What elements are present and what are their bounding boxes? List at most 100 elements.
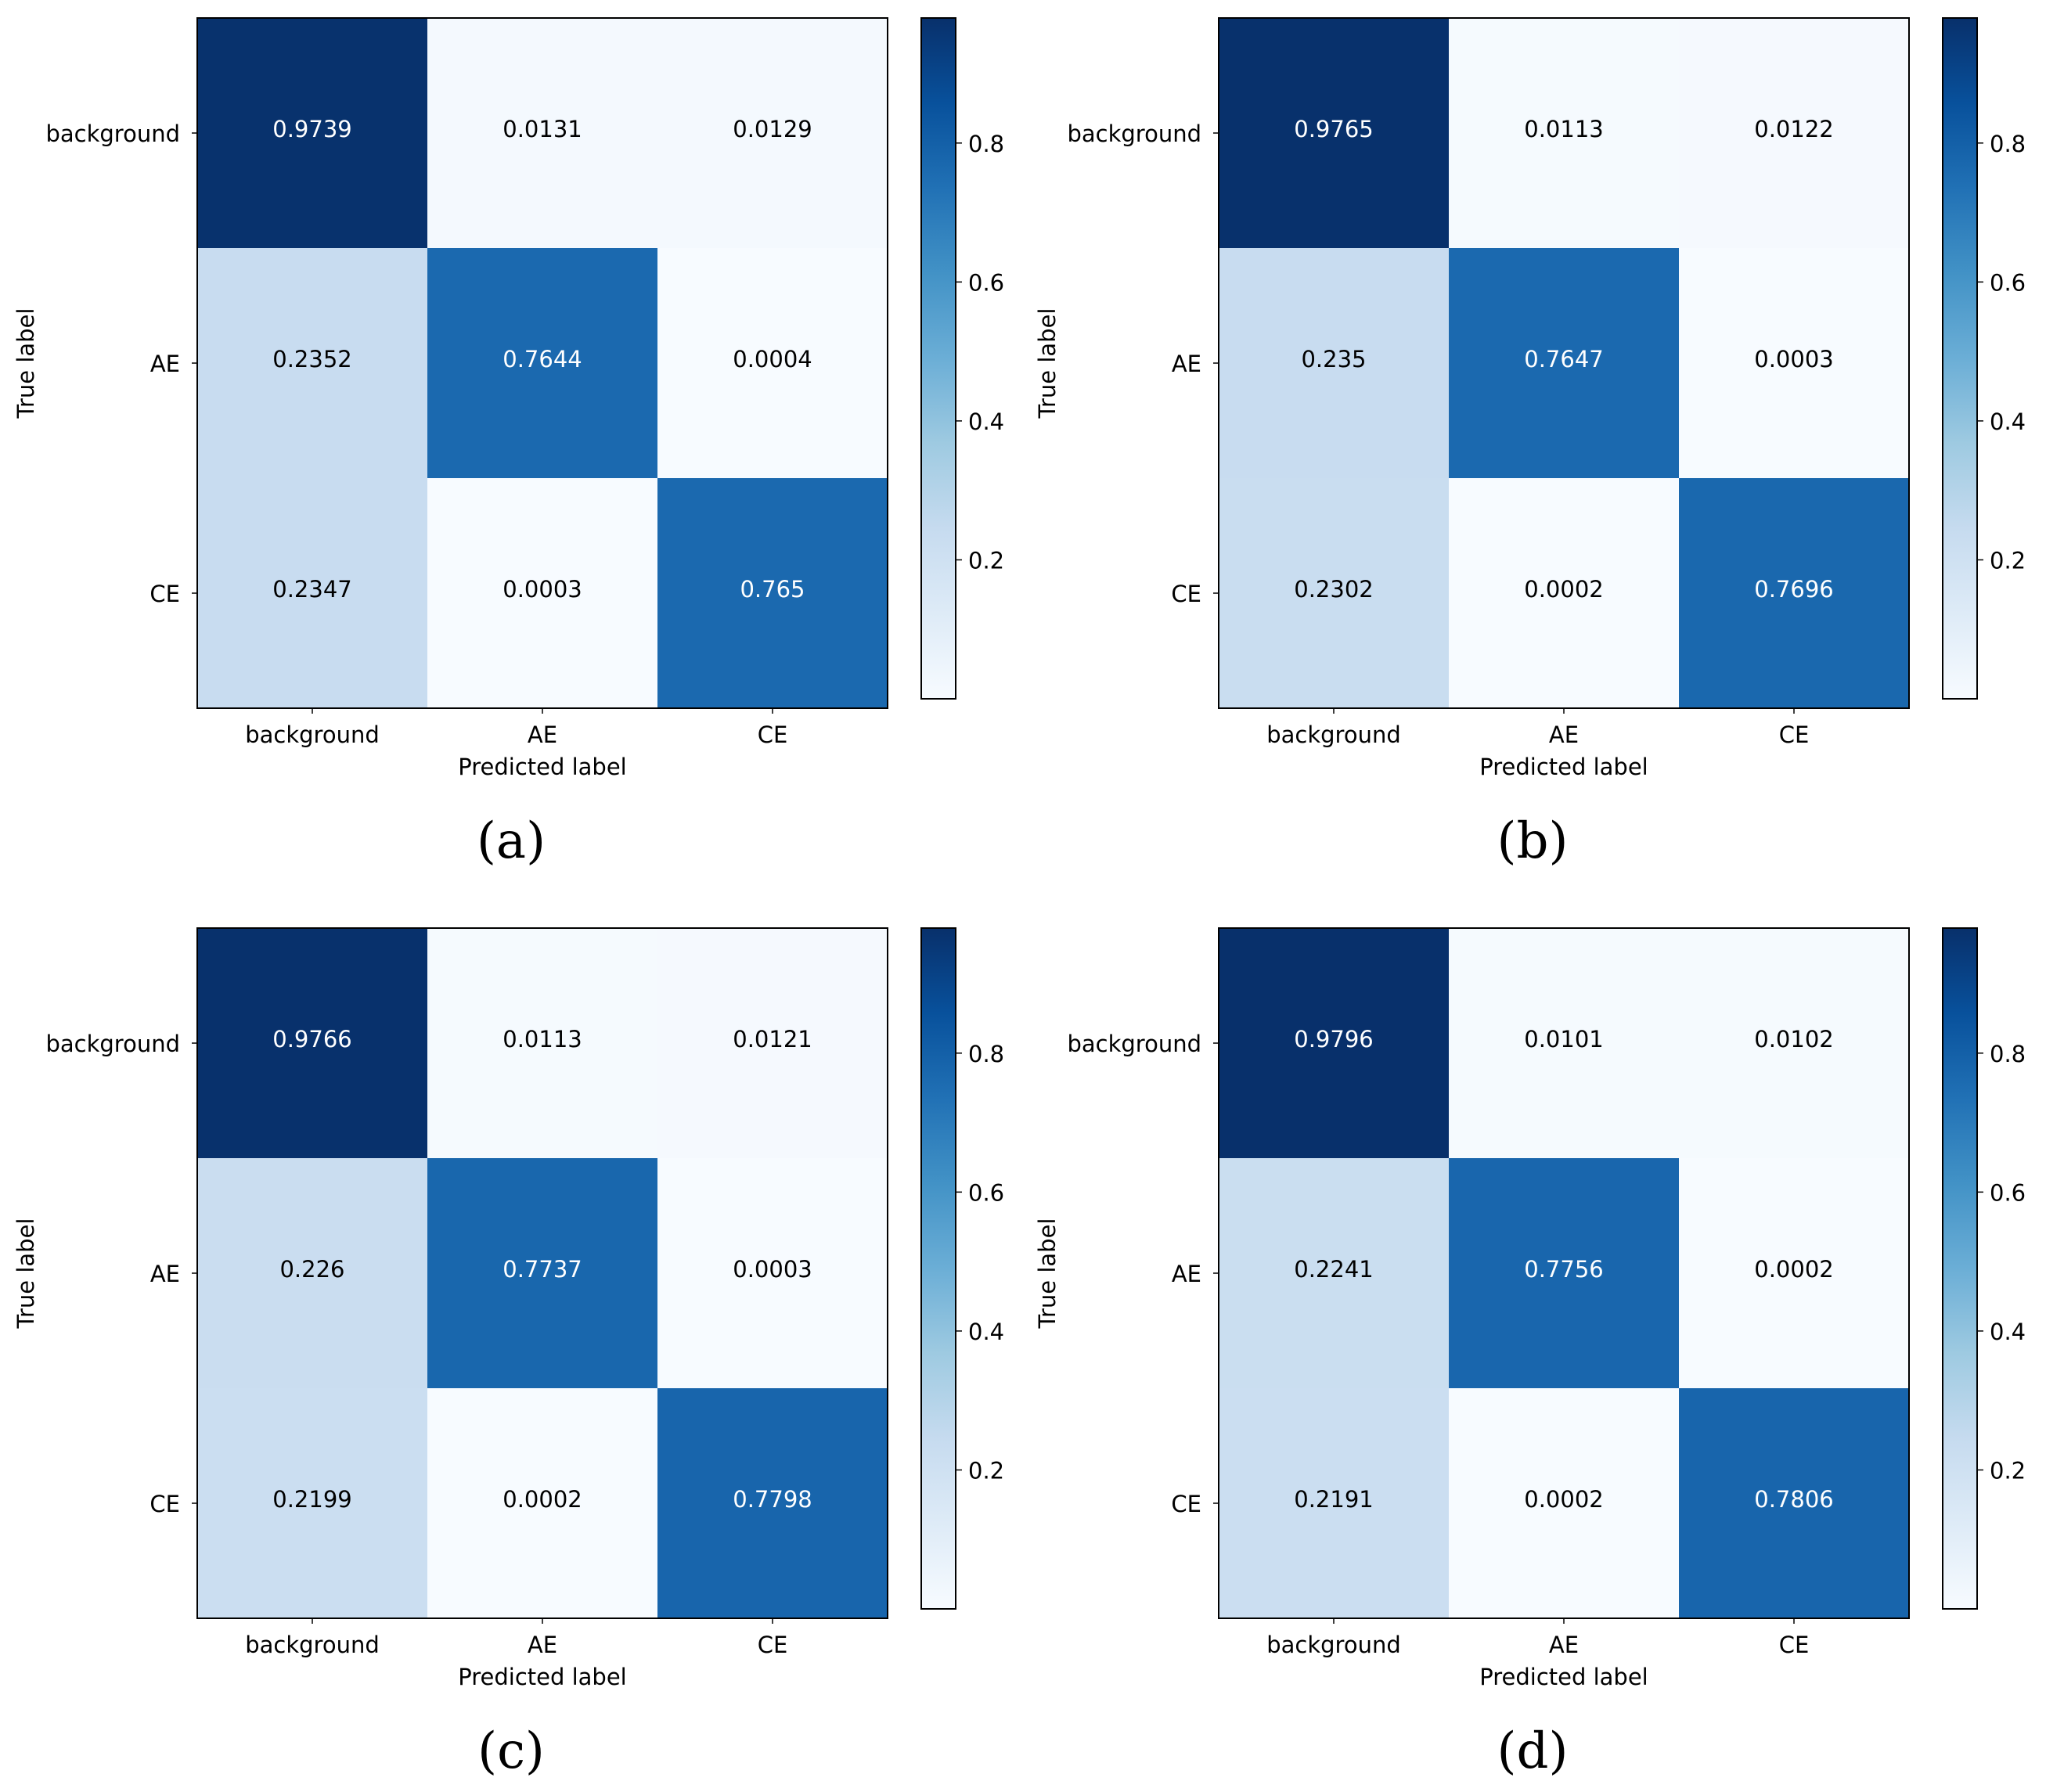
cell-value-label: 0.2302 — [1294, 576, 1373, 603]
colorbar — [920, 927, 956, 1610]
cell-value-label: 0.0003 — [733, 1256, 812, 1283]
colorbar-tick-label: 0.8 — [1990, 131, 2026, 157]
matrix-cell — [1449, 248, 1679, 478]
matrix-cell — [197, 18, 427, 248]
colorbar-tick-label: 0.8 — [968, 1041, 1004, 1067]
matrix-cell — [197, 1388, 427, 1618]
matrix-cell — [1679, 18, 1909, 248]
matrix-cell — [1219, 478, 1449, 708]
matrix-cell — [1679, 248, 1909, 478]
colorbar-tick-label: 0.4 — [968, 1319, 1004, 1345]
x-axis-title: Predicted label — [458, 1664, 627, 1690]
panel-caption: (c) — [477, 1722, 545, 1780]
cell-value-label: 0.0113 — [502, 1026, 582, 1053]
cell-value-label: 0.0122 — [1754, 116, 1833, 142]
matrix-cell — [1449, 1388, 1679, 1618]
colorbar-tick-label: 0.4 — [1990, 408, 2026, 435]
matrix-cell — [427, 1158, 657, 1388]
matrix-cell — [1679, 1388, 1909, 1618]
matrix-cell — [1449, 478, 1679, 708]
cell-value-label: 0.7737 — [502, 1256, 582, 1283]
cell-value-label: 0.226 — [279, 1256, 344, 1283]
cell-value-label: 0.2352 — [272, 346, 351, 372]
cell-value-label: 0.0131 — [502, 116, 582, 142]
cell-value-label: 0.0121 — [733, 1026, 812, 1053]
colorbar-tick-label: 0.6 — [1990, 1179, 2026, 1206]
matrix-cell — [427, 18, 657, 248]
x-tick-label: CE — [1779, 1632, 1810, 1658]
colorbar-tick-label: 0.4 — [968, 408, 1004, 435]
cell-value-label: 0.0113 — [1524, 116, 1603, 142]
colorbar-tick-label: 0.2 — [1990, 1457, 2026, 1484]
cell-value-label: 0.7696 — [1754, 576, 1833, 603]
matrix-cell — [1679, 928, 1909, 1158]
y-tick-label: AE — [1172, 351, 1201, 377]
x-tick-label: background — [1266, 1632, 1401, 1658]
cell-value-label: 0.9765 — [1294, 116, 1373, 142]
x-tick-label: AE — [528, 1632, 557, 1658]
colorbar-tick-label: 0.2 — [1990, 547, 2026, 574]
colorbar-tick-label: 0.6 — [1990, 269, 2026, 296]
matrix-cell — [1219, 928, 1449, 1158]
cell-value-label: 0.0002 — [1754, 1256, 1833, 1283]
matrix-cell — [657, 928, 888, 1158]
matrix-cell — [197, 928, 427, 1158]
y-axis-title: True label — [1034, 308, 1061, 419]
y-tick-label: AE — [150, 1261, 180, 1287]
matrix-cell — [657, 478, 888, 708]
matrix-cell — [1679, 478, 1909, 708]
cell-value-label: 0.0101 — [1524, 1026, 1603, 1053]
matrix-cell — [657, 248, 888, 478]
y-tick-label: CE — [149, 581, 180, 607]
matrix-cell — [427, 478, 657, 708]
matrix-cell — [427, 248, 657, 478]
matrix-cell — [1449, 18, 1679, 248]
y-tick-label: CE — [149, 1491, 180, 1517]
cell-value-label: 0.9766 — [272, 1026, 351, 1053]
colorbar — [1942, 927, 1978, 1610]
cell-value-label: 0.7647 — [1524, 346, 1603, 372]
matrix-cell — [1219, 18, 1449, 248]
y-tick-label: AE — [150, 351, 180, 377]
matrix-cell — [1219, 248, 1449, 478]
matrix-cell — [657, 1158, 888, 1388]
y-tick-label: background — [45, 121, 180, 147]
confusion-matrix-panel-3: 0.9766 0.0113 0.0121 0.226 0.7737 0.0003 0.219… — [13, 927, 1004, 1780]
panel-caption: (d) — [1497, 1722, 1569, 1780]
cell-value-label: 0.0003 — [502, 576, 582, 603]
panel-caption: (a) — [477, 812, 546, 870]
matrix-cell — [1449, 928, 1679, 1158]
confusion-matrix-panel-2: 0.9765 0.0113 0.0122 0.235 0.7647 0.0003 0.230… — [1034, 17, 2026, 870]
cell-value-label: 0.2191 — [1294, 1486, 1373, 1513]
y-tick-label: AE — [1172, 1261, 1201, 1287]
cell-value-label: 0.2347 — [272, 576, 351, 603]
cell-value-label: 0.0129 — [733, 116, 812, 142]
matrix-cell — [197, 248, 427, 478]
x-tick-label: CE — [1779, 721, 1810, 748]
confusion-matrix-panel-4: 0.9796 0.0101 0.0102 0.2241 0.7756 0.0002 0.21… — [1034, 927, 2026, 1780]
cell-value-label: 0.0002 — [1524, 1486, 1603, 1513]
x-tick-label: background — [245, 721, 380, 748]
y-axis-title: True label — [13, 1218, 39, 1330]
y-axis-title: True label — [13, 308, 39, 419]
colorbar-tick-label: 0.4 — [1990, 1319, 2026, 1345]
cell-value-label: 0.765 — [740, 576, 805, 603]
cell-value-label: 0.0002 — [1524, 576, 1603, 603]
x-tick-label: background — [245, 1632, 380, 1658]
matrix-cell — [1219, 1388, 1449, 1618]
x-axis-title: Predicted label — [1479, 754, 1648, 780]
colorbar-tick-label: 0.8 — [1990, 1041, 2026, 1067]
matrix-cell — [197, 1158, 427, 1388]
colorbar-tick-label: 0.2 — [968, 547, 1004, 574]
y-tick-label: background — [1067, 121, 1201, 147]
colorbar-tick-label: 0.6 — [968, 1179, 1004, 1206]
matrix-cell — [657, 1388, 888, 1618]
colorbar-tick-label: 0.2 — [968, 1457, 1004, 1484]
x-tick-label: AE — [1549, 1632, 1579, 1658]
y-tick-label: CE — [1171, 581, 1201, 607]
colorbar-tick-label: 0.6 — [968, 269, 1004, 296]
colorbar — [1942, 17, 1978, 700]
cell-value-label: 0.7806 — [1754, 1486, 1833, 1513]
x-tick-label: AE — [528, 721, 557, 748]
